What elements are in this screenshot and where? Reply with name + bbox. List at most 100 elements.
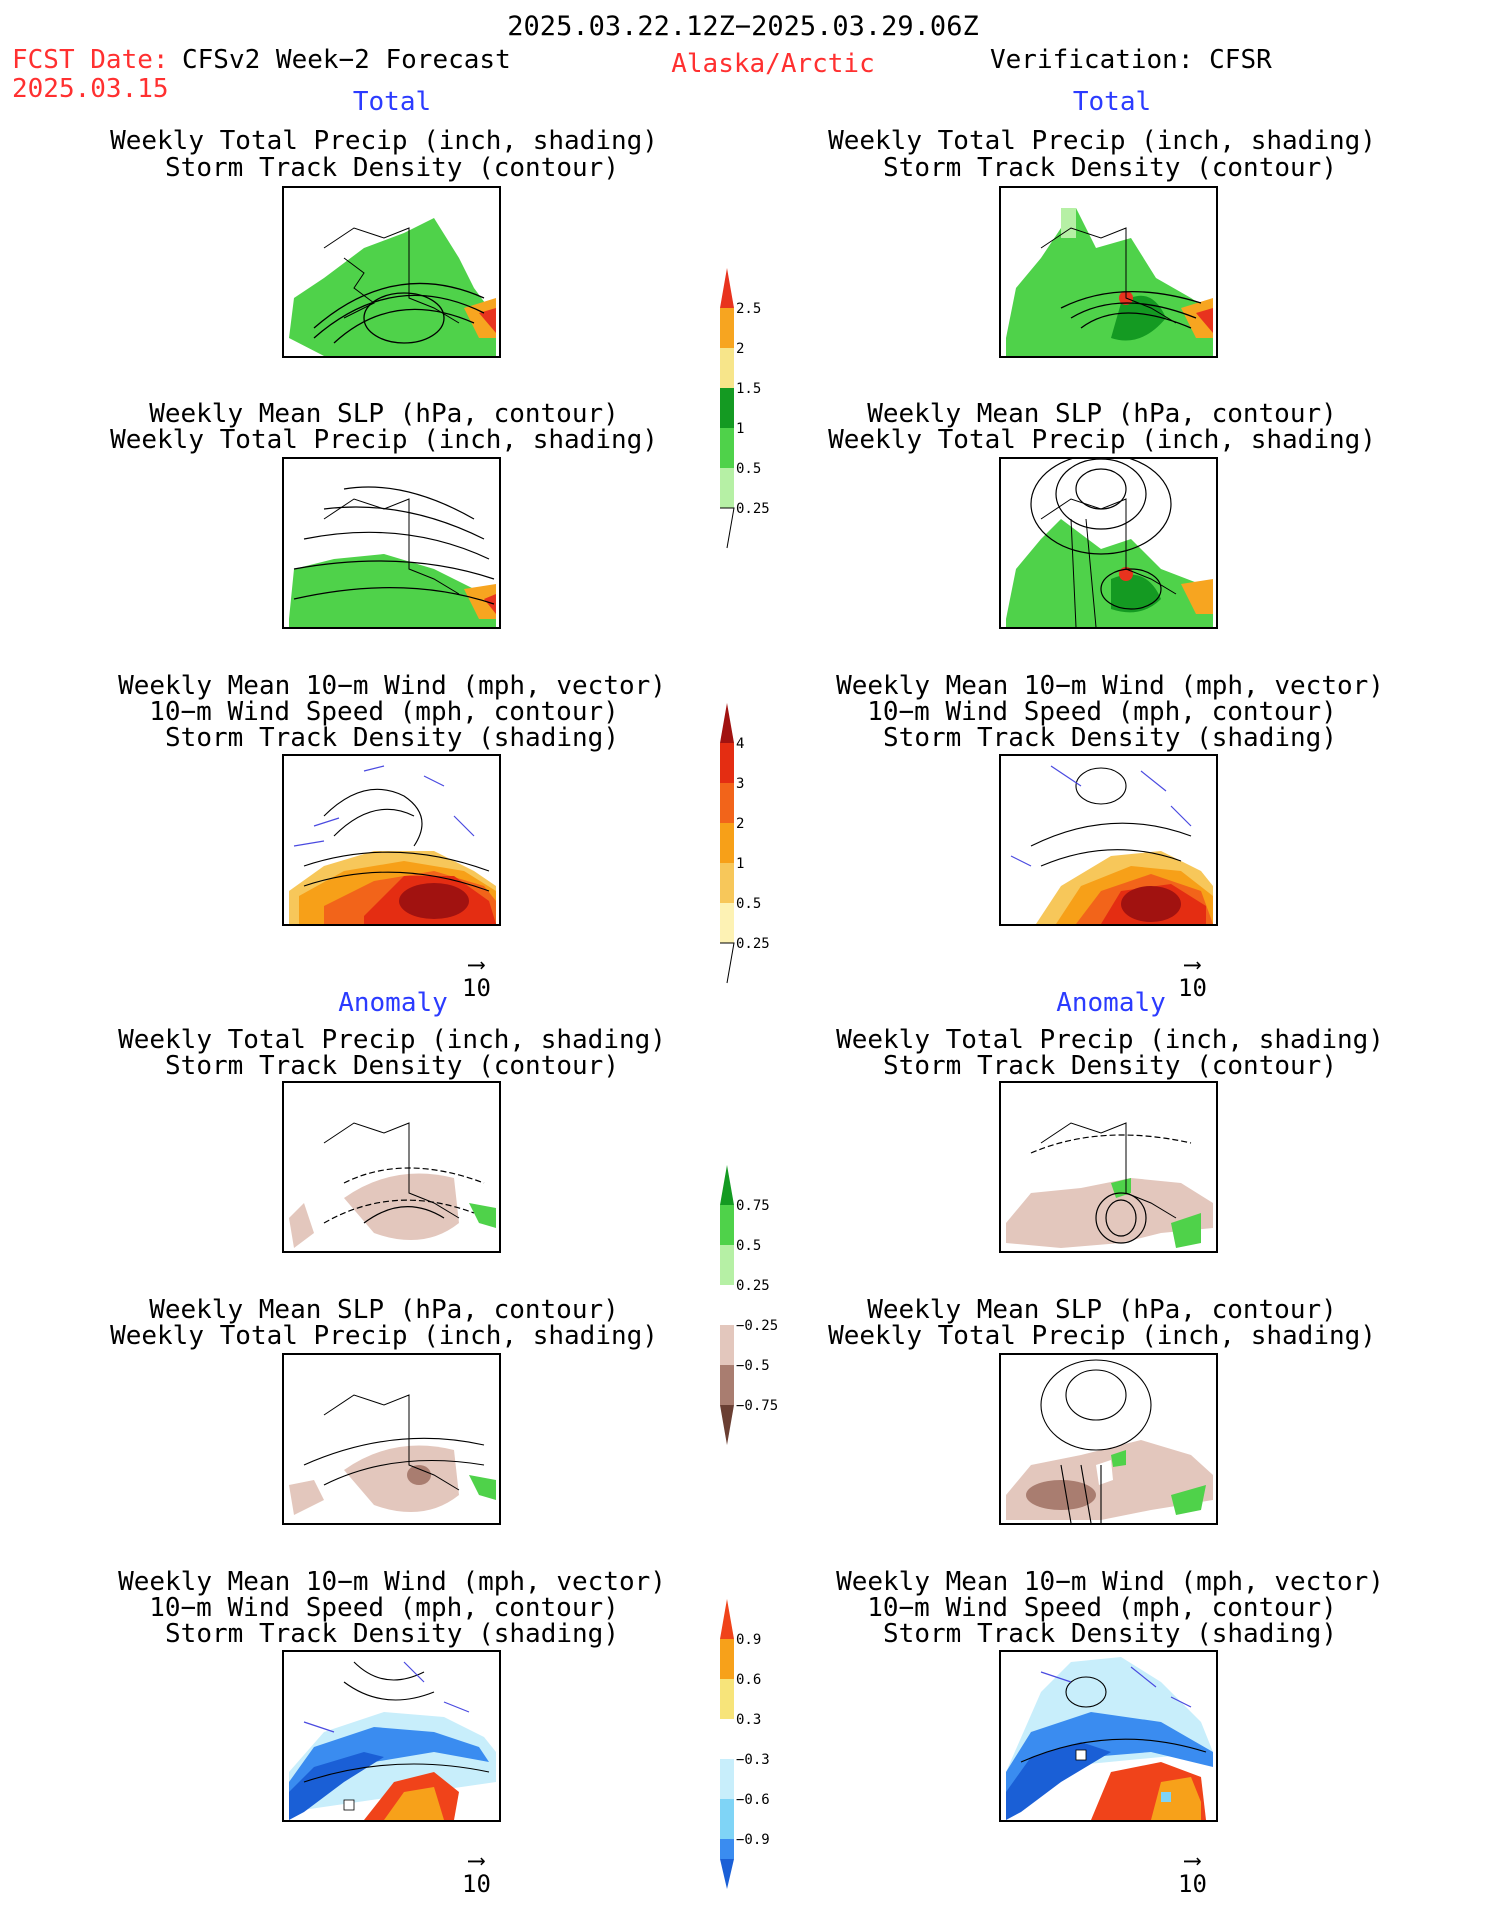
colorbar-tick-label: 0.9 bbox=[736, 1632, 762, 1648]
colorbar-tick-label: −0.3 bbox=[736, 1752, 770, 1768]
colorbar-tick-label: 0.75 bbox=[736, 1198, 770, 1214]
title-total-left-precip-1: Weekly Total Precip (inch, shading) bbox=[110, 126, 658, 156]
colorbar-tick-label: −0.25 bbox=[736, 1318, 779, 1334]
colorbar-swatch bbox=[720, 468, 734, 508]
title-total-right-precip-1: Weekly Total Precip (inch, shading) bbox=[828, 126, 1376, 156]
map-total-verif-precip-storm bbox=[999, 186, 1218, 358]
colorbar-swatch bbox=[720, 1759, 734, 1799]
map-total-fcst-wind-storm bbox=[282, 754, 501, 926]
map-anom-verif-precip-storm bbox=[999, 1081, 1218, 1253]
colorbar-tick-label: 1 bbox=[736, 856, 745, 872]
colorbar-swatch bbox=[720, 1839, 734, 1859]
colorbar-storm-total: 4 3 2 1 0.5 0.25 bbox=[720, 703, 800, 993]
title-total-left-wind-1: Weekly Mean 10−m Wind (mph, vector) bbox=[118, 671, 666, 701]
arrow-right-icon: ⟶ bbox=[469, 950, 484, 978]
colorbar-swatch bbox=[720, 1205, 734, 1245]
colorbar-swatch bbox=[720, 1679, 734, 1719]
verification-label: Verification: CFSR bbox=[990, 45, 1272, 75]
map-anom-fcst-slp-precip bbox=[282, 1353, 501, 1525]
colorbar-tick-label: 2 bbox=[736, 341, 745, 357]
colorbar-tick-label: −0.75 bbox=[736, 1398, 779, 1414]
colorbar-tick-label: 0.5 bbox=[736, 1238, 762, 1254]
colorbar-tick-label: 2 bbox=[736, 816, 745, 832]
section-anomaly-right: Anomaly bbox=[1056, 988, 1166, 1018]
title-anom-right-wind-2: 10−m Wind Speed (mph, contour) bbox=[867, 1593, 1337, 1623]
colorbar-tick-label: 0.25 bbox=[736, 936, 770, 952]
colorbar-swatch bbox=[720, 388, 734, 428]
colorbar-swatch bbox=[720, 348, 734, 388]
colorbar-swatch bbox=[720, 428, 734, 468]
arrow-right-icon: ⟶ bbox=[1185, 950, 1200, 978]
colorbar-swatch bbox=[720, 903, 734, 943]
map-anom-verif-slp-precip bbox=[999, 1353, 1218, 1525]
colorbar-cap-top bbox=[720, 1599, 734, 1639]
title-total-left-wind-2: 10−m Wind Speed (mph, contour) bbox=[149, 697, 619, 727]
vector-ref-anom-right: ⟶ 10 bbox=[1178, 1848, 1207, 1896]
colorbar-tick-label: 1 bbox=[736, 421, 745, 437]
colorbar-cap-bottom bbox=[720, 1405, 734, 1445]
title-anom-right-precip-2: Storm Track Density (contour) bbox=[883, 1051, 1337, 1081]
colorbar-swatch bbox=[720, 743, 734, 783]
title-total-right-wind-2: 10−m Wind Speed (mph, contour) bbox=[867, 697, 1337, 727]
title-total-left-slp-2: Weekly Total Precip (inch, shading) bbox=[110, 425, 658, 455]
title-anom-left-precip-2: Storm Track Density (contour) bbox=[165, 1051, 619, 1081]
title-total-right-slp-1: Weekly Mean SLP (hPa, contour) bbox=[867, 399, 1337, 429]
title-total-left-slp-1: Weekly Mean SLP (hPa, contour) bbox=[149, 399, 619, 429]
colorbar-tick-label: 0.25 bbox=[736, 1278, 770, 1294]
vector-ref-anom-left: ⟶ 10 bbox=[462, 1848, 491, 1896]
section-total-right: Total bbox=[1072, 87, 1152, 117]
map-total-verif-wind-storm bbox=[999, 754, 1218, 926]
colorbar-tick-label: −0.5 bbox=[736, 1358, 770, 1374]
date-range: 2025.03.22.12Z−2025.03.29.06Z bbox=[507, 11, 979, 42]
title-total-left-wind-3: Storm Track Density (shading) bbox=[165, 723, 619, 753]
colorbar-tick-label: 2.5 bbox=[736, 301, 762, 317]
colorbar-swatch bbox=[720, 1799, 734, 1839]
colorbar-tick-label: 1.5 bbox=[736, 381, 762, 397]
vector-ref-label: 10 bbox=[1178, 974, 1207, 1002]
colorbar-tick-label: −0.6 bbox=[736, 1792, 770, 1808]
colorbar-swatch bbox=[720, 308, 734, 348]
colorbar-tick-label: 0.6 bbox=[736, 1672, 762, 1688]
vector-ref-label: 10 bbox=[462, 974, 491, 1002]
colorbar-swatch bbox=[720, 1325, 734, 1365]
map-anom-fcst-wind-storm bbox=[282, 1650, 501, 1822]
colorbar-tick-label: 3 bbox=[736, 776, 745, 792]
colorbar-swatch bbox=[720, 823, 734, 863]
title-total-right-slp-2: Weekly Total Precip (inch, shading) bbox=[828, 425, 1376, 455]
title-anom-left-slp-2: Weekly Total Precip (inch, shading) bbox=[110, 1321, 658, 1351]
title-anom-left-wind-2: 10−m Wind Speed (mph, contour) bbox=[149, 1593, 619, 1623]
arrow-right-icon: ⟶ bbox=[469, 1846, 484, 1874]
title-total-right-wind-3: Storm Track Density (shading) bbox=[883, 723, 1337, 753]
title-anom-right-slp-1: Weekly Mean SLP (hPa, contour) bbox=[867, 1295, 1337, 1325]
region-label: Alaska/Arctic bbox=[671, 49, 875, 79]
map-anom-verif-wind-storm bbox=[999, 1650, 1218, 1822]
colorbar-cap-top bbox=[720, 268, 734, 308]
title-anom-left-slp-1: Weekly Mean SLP (hPa, contour) bbox=[149, 1295, 619, 1325]
title-total-right-wind-1: Weekly Mean 10−m Wind (mph, vector) bbox=[836, 671, 1384, 701]
fcst-date-label: FCST Date: bbox=[12, 45, 169, 75]
colorbar-tick-label: 0.25 bbox=[736, 501, 770, 517]
vector-ref-label: 10 bbox=[462, 1870, 491, 1898]
title-anom-right-slp-2: Weekly Total Precip (inch, shading) bbox=[828, 1321, 1376, 1351]
vector-ref-total-left: ⟶ 10 bbox=[462, 952, 491, 1000]
title-total-left-precip-2: Storm Track Density (contour) bbox=[165, 153, 619, 183]
map-anom-fcst-precip-storm bbox=[282, 1081, 501, 1253]
colorbar-cap-bottom bbox=[720, 1859, 734, 1889]
title-anom-left-precip-1: Weekly Total Precip (inch, shading) bbox=[118, 1025, 666, 1055]
colorbar-tick-label: 0.5 bbox=[736, 461, 762, 477]
arrow-right-icon: ⟶ bbox=[1185, 1846, 1200, 1874]
vector-ref-total-right: ⟶ 10 bbox=[1178, 952, 1207, 1000]
colorbar-precip-total: 2.5 2 1.5 1 0.5 0.25 bbox=[720, 268, 800, 558]
colorbar-swatch bbox=[720, 1365, 734, 1405]
title-anom-right-precip-1: Weekly Total Precip (inch, shading) bbox=[836, 1025, 1384, 1055]
title-anom-left-wind-3: Storm Track Density (shading) bbox=[165, 1619, 619, 1649]
colorbar-swatch bbox=[720, 1285, 734, 1325]
colorbar-swatch bbox=[720, 783, 734, 823]
model-label: CFSv2 Week−2 Forecast bbox=[182, 45, 511, 75]
section-total-left: Total bbox=[352, 87, 432, 117]
colorbar-swatch bbox=[720, 863, 734, 903]
map-total-fcst-slp-precip bbox=[282, 457, 501, 629]
colorbar-swatch bbox=[720, 1639, 734, 1679]
map-total-verif-slp-precip bbox=[999, 457, 1218, 629]
section-anomaly-left: Anomaly bbox=[338, 988, 448, 1018]
